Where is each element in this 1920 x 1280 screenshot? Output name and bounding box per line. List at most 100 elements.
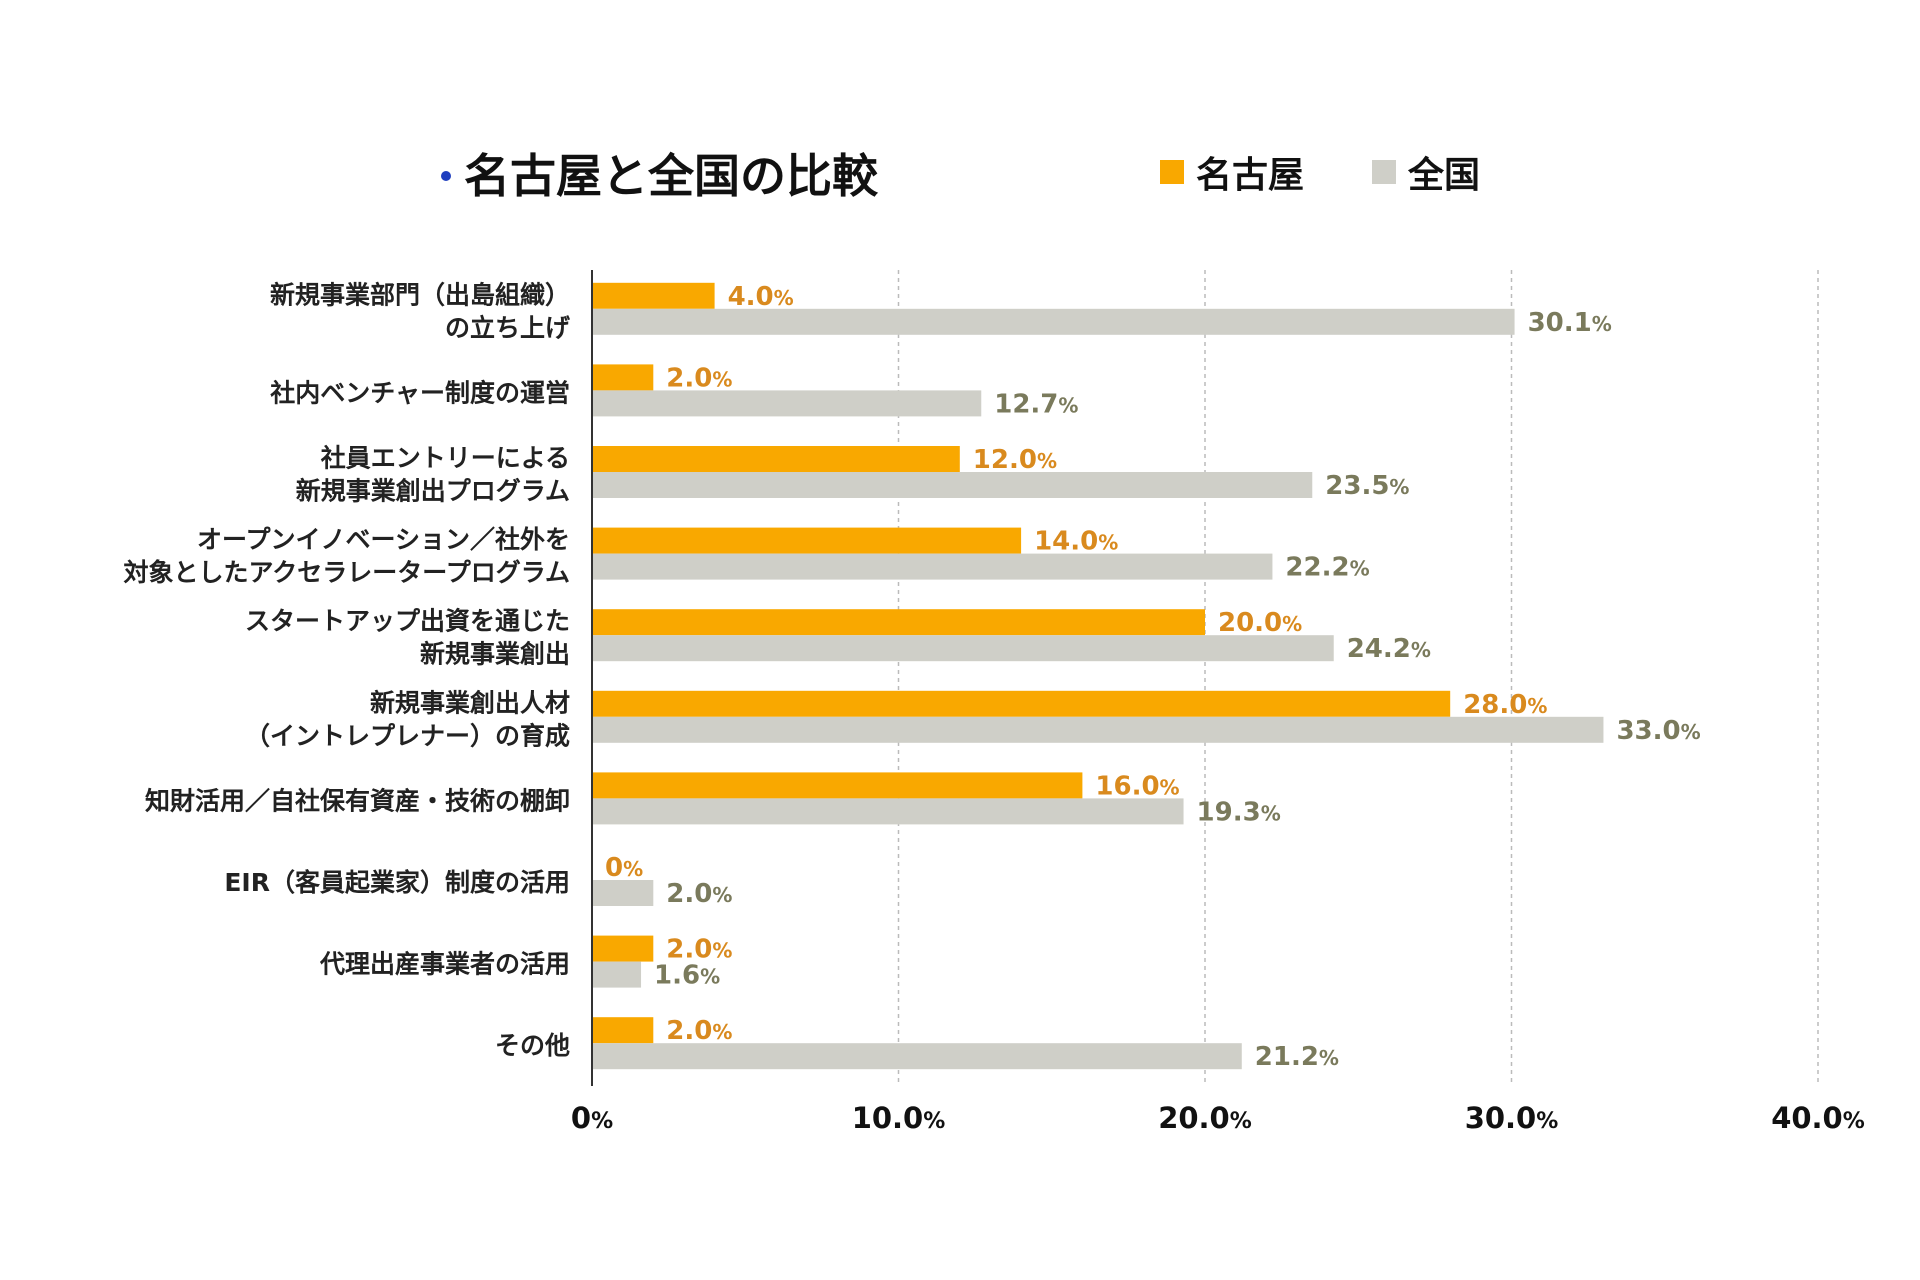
bar-nagoya — [592, 527, 1022, 554]
legend-swatch-nagoya — [1160, 160, 1184, 184]
bars: 4.0%30.1%2.0%12.7%12.0%23.5%14.0%22.2%20… — [592, 282, 1701, 1072]
category-label: 新規事業創出プログラム — [296, 477, 570, 506]
value-label-national-unit: % — [1592, 312, 1612, 336]
value-label-nagoya-unit: % — [623, 857, 643, 881]
value-label-national: 24.2% — [1347, 634, 1431, 664]
chart-header: 名古屋と全国の比較 名古屋 全国 — [441, 149, 1480, 203]
value-label-nagoya: 4.0% — [728, 282, 794, 312]
value-label-nagoya-number: 12.0 — [973, 445, 1037, 475]
bar-nagoya — [592, 282, 715, 309]
value-label-nagoya: 2.0% — [666, 1016, 732, 1046]
category-label: スタートアップ出資を通じた — [245, 607, 570, 636]
value-label-nagoya: 2.0% — [666, 935, 732, 965]
value-label-nagoya: 0% — [605, 853, 643, 883]
x-tick-number: 40.0 — [1771, 1101, 1843, 1135]
bar-nagoya — [592, 935, 654, 962]
value-label-national-number: 1.6 — [654, 961, 700, 991]
category-label: オープンイノベーション／社外を — [197, 525, 570, 554]
value-label-national-unit: % — [700, 965, 720, 989]
x-tick-unit: % — [1843, 1109, 1865, 1134]
value-label-national-number: 21.2 — [1255, 1042, 1319, 1072]
legend-label-nagoya: 名古屋 — [1196, 155, 1304, 196]
x-tick-number: 0 — [571, 1101, 591, 1135]
gridlines — [897, 270, 1819, 1086]
value-label-nagoya-number: 20.0 — [1218, 608, 1282, 638]
value-label-nagoya-unit: % — [712, 939, 732, 963]
category-label: 社内ベンチャー制度の運営 — [270, 378, 570, 407]
value-label-national: 30.1% — [1528, 308, 1612, 338]
category-label: 社員エントリーによる — [321, 444, 570, 473]
value-label-national: 22.2% — [1285, 553, 1369, 583]
value-label-nagoya: 20.0% — [1218, 608, 1302, 638]
legend: 名古屋 全国 — [1160, 154, 1480, 196]
x-tick-label: 40.0% — [1771, 1101, 1865, 1135]
value-label-nagoya-unit: % — [1037, 449, 1057, 473]
x-tick-label: 0% — [571, 1101, 613, 1135]
value-label-national-number: 33.0 — [1616, 716, 1680, 746]
value-label-national-number: 22.2 — [1285, 553, 1349, 583]
legend-label-national: 全国 — [1407, 154, 1480, 196]
category-label: 新規事業創出人材 — [370, 688, 570, 717]
value-label-nagoya-unit: % — [1527, 694, 1547, 718]
x-tick-number: 30.0 — [1465, 1101, 1537, 1135]
value-label-nagoya-number: 2.0 — [666, 363, 712, 393]
value-label-national-unit: % — [1389, 475, 1409, 499]
value-label-national-unit: % — [1411, 638, 1431, 662]
value-label-nagoya-number: 2.0 — [666, 935, 712, 965]
value-label-nagoya-number: 0 — [605, 853, 623, 883]
value-label-national-unit: % — [1058, 393, 1078, 417]
value-label-national-unit: % — [1261, 801, 1281, 825]
value-label-nagoya-number: 2.0 — [666, 1016, 712, 1046]
category-label: 代理出産事業者の活用 — [319, 950, 570, 979]
value-label-nagoya-number: 28.0 — [1463, 690, 1527, 720]
bar-nagoya — [592, 690, 1451, 717]
bar-national — [592, 553, 1273, 580]
category-label: 知財活用／自社保有資産・技術の棚卸 — [145, 786, 570, 815]
value-label-nagoya-unit: % — [712, 1020, 732, 1044]
bar-national — [592, 308, 1515, 335]
category-label: の立ち上げ — [445, 313, 571, 342]
category-label: EIR（客員起業家）制度の活用 — [224, 868, 570, 897]
bar-national — [592, 961, 642, 988]
bar-nagoya — [592, 609, 1205, 636]
x-tick-unit: % — [923, 1109, 945, 1134]
value-label-national-unit: % — [1319, 1046, 1339, 1070]
value-label-nagoya-unit: % — [774, 286, 794, 310]
bar-national — [592, 798, 1184, 825]
category-label: 新規事業創出 — [420, 640, 570, 669]
category-label: その他 — [495, 1031, 570, 1060]
bar-national — [592, 472, 1313, 498]
value-label-nagoya: 12.0% — [973, 445, 1057, 475]
value-label-national-number: 2.0 — [666, 879, 712, 909]
legend-swatch-national — [1372, 160, 1396, 184]
value-label-national-unit: % — [1681, 720, 1701, 744]
bar-nagoya — [592, 446, 960, 472]
value-label-nagoya-number: 16.0 — [1095, 771, 1159, 801]
title-bullet-icon — [441, 171, 451, 181]
x-axis-ticks: 0% 10.0% 20.0% 30.0% 40.0% — [571, 1101, 1865, 1135]
value-label-nagoya: 14.0% — [1034, 527, 1118, 557]
value-label-national-unit: % — [712, 883, 732, 907]
value-label-national-number: 23.5 — [1325, 471, 1389, 501]
value-label-national-number: 30.1 — [1528, 308, 1592, 338]
value-label-national: 21.2% — [1255, 1042, 1339, 1072]
category-label: 新規事業部門（出島組織） — [270, 280, 570, 309]
bar-national — [592, 1043, 1242, 1070]
value-label-national-unit: % — [1350, 557, 1370, 581]
value-label-national: 23.5% — [1325, 471, 1409, 501]
bar-national — [592, 880, 654, 906]
category-labels: 新規事業部門（出島組織） の立ち上げ社内ベンチャー制度の運営社員エントリーによる新… — [123, 280, 571, 1060]
x-tick-number: 20.0 — [1158, 1101, 1230, 1135]
x-tick-label: 10.0% — [852, 1101, 946, 1135]
value-label-national: 12.7% — [994, 389, 1078, 419]
value-label-nagoya-unit: % — [712, 367, 732, 391]
x-tick-unit: % — [1230, 1109, 1252, 1134]
value-label-national: 2.0% — [666, 879, 732, 909]
value-label-nagoya-unit: % — [1098, 531, 1118, 555]
bar-nagoya — [592, 364, 654, 391]
value-label-national: 33.0% — [1616, 716, 1700, 746]
x-tick-unit: % — [591, 1109, 613, 1134]
category-label: 対象としたアクセラレータープログラム — [123, 558, 570, 587]
bar-nagoya — [592, 1017, 654, 1044]
